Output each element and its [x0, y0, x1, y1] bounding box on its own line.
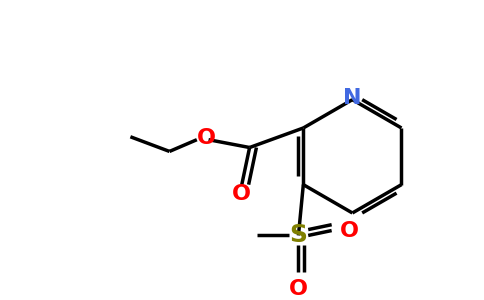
Text: N: N: [343, 88, 362, 108]
Text: O: O: [340, 220, 359, 241]
Text: O: O: [197, 128, 216, 148]
Text: O: O: [232, 184, 251, 204]
Text: S: S: [289, 224, 307, 248]
Text: O: O: [289, 279, 308, 299]
